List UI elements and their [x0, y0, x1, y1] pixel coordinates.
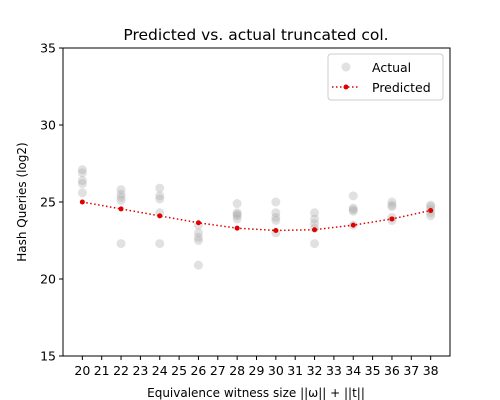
actual-point: [310, 219, 320, 229]
x-tick-label: 33: [326, 363, 342, 378]
x-tick-label: 25: [171, 363, 187, 378]
y-axis-title: Hash Queries (log2): [15, 142, 29, 262]
actual-point: [426, 200, 436, 210]
actual-point: [116, 239, 126, 249]
predicted-point: [312, 227, 318, 233]
actual-point: [155, 183, 165, 193]
y-axis: 15 20 25 30 35: [40, 41, 63, 364]
legend-predicted-marker: [343, 84, 349, 90]
x-tick-label: 23: [132, 363, 148, 378]
x-tick-label: 29: [249, 363, 265, 378]
actual-point: [387, 202, 397, 212]
actual-point: [348, 203, 358, 213]
actual-point: [348, 191, 358, 201]
actual-point: [232, 209, 242, 219]
predicted-point: [350, 222, 356, 228]
x-tick-label: 31: [287, 363, 303, 378]
legend: Actual Predicted: [327, 53, 444, 101]
legend-actual-label: Actual: [372, 60, 411, 75]
x-tick-label: 35: [365, 363, 381, 378]
actual-point: [193, 228, 203, 238]
actual-point: [348, 206, 358, 216]
actual-point: [77, 179, 87, 189]
x-tick-label: 30: [268, 363, 284, 378]
actual-point: [193, 236, 203, 245]
actual-point: [77, 165, 87, 175]
x-tick-label: 26: [190, 363, 206, 378]
x-tick-label: 37: [403, 363, 419, 378]
x-axis-title: Equivalence witness size ||ω|| + ||t||: [147, 386, 365, 400]
y-tick-label: 25: [40, 195, 56, 210]
actual-point: [232, 199, 242, 209]
actual-point: [348, 205, 358, 215]
actual-point: [77, 175, 87, 185]
actual-point: [426, 211, 436, 221]
actual-point: [193, 232, 203, 242]
legend-actual-marker: [341, 62, 351, 72]
x-tick-label: 22: [113, 363, 129, 378]
x-tick-label: 21: [94, 363, 110, 378]
predicted-line: [82, 201, 431, 232]
x-tick-label: 38: [423, 363, 439, 378]
predicted-point: [273, 227, 279, 233]
predicted-point: [389, 216, 395, 222]
actual-point: [77, 168, 87, 178]
predicted-point: [234, 225, 240, 231]
x-tick-label: 28: [229, 363, 245, 378]
predicted-series-group: [79, 199, 434, 233]
x-tick-label: 24: [152, 363, 168, 378]
actual-point: [155, 191, 165, 201]
x-tick-label: 34: [345, 363, 361, 378]
predicted-point: [118, 206, 124, 212]
predicted-point: [428, 207, 434, 213]
actual-point: [77, 188, 87, 198]
actual-point: [271, 215, 281, 225]
x-tick-label: 36: [384, 363, 400, 378]
x-tick-label: 27: [210, 363, 226, 378]
actual-point: [116, 189, 126, 199]
x-axis: 20 21 22 23 24 25 26 27 28 29 30 31 32 33 34 35 36 37 38: [74, 356, 439, 378]
actual-point: [155, 239, 165, 249]
actual-point: [271, 197, 281, 207]
x-tick-label: 32: [307, 363, 323, 378]
actual-point: [116, 185, 126, 195]
actual-point: [387, 197, 397, 207]
actual-point: [155, 194, 165, 204]
y-tick-label: 30: [40, 118, 56, 133]
actual-point: [426, 202, 436, 212]
x-tick-label: 20: [74, 363, 90, 378]
actual-point: [232, 208, 242, 218]
actual-point: [310, 208, 320, 218]
y-tick-label: 15: [40, 349, 56, 364]
actual-point: [232, 211, 242, 221]
actual-point: [116, 195, 126, 205]
y-tick-label: 35: [40, 41, 56, 56]
predicted-point: [157, 213, 163, 219]
legend-predicted-label: Predicted: [372, 80, 431, 95]
predicted-point: [79, 199, 85, 205]
actual-point: [271, 208, 281, 218]
actual-point: [310, 239, 320, 249]
actual-point: [387, 200, 397, 210]
actual-point: [232, 214, 242, 224]
actual-point: [193, 260, 203, 270]
actual-point: [271, 212, 281, 222]
legend-frame: [327, 53, 444, 101]
y-tick-label: 20: [40, 272, 56, 287]
actual-point: [310, 214, 320, 224]
predicted-point: [195, 220, 201, 226]
actual-point: [116, 192, 126, 202]
chart-title: Predicted vs. actual truncated col.: [123, 26, 388, 44]
